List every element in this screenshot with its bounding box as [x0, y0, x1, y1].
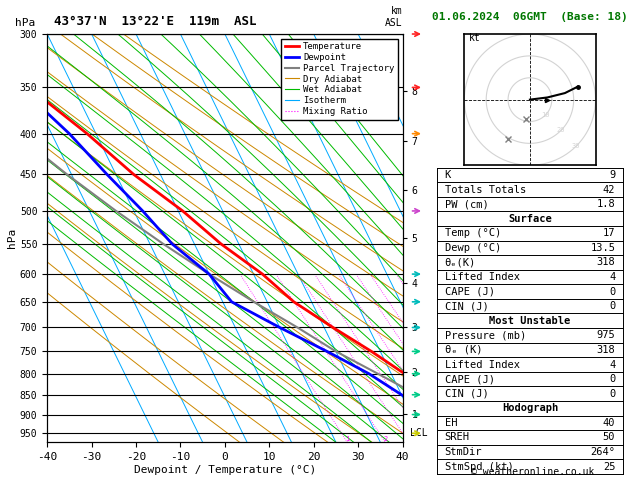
Text: 0: 0 [609, 287, 615, 296]
Text: Most Unstable: Most Unstable [489, 316, 571, 326]
Text: Lifted Index: Lifted Index [445, 360, 520, 369]
Text: CAPE (J): CAPE (J) [445, 287, 494, 296]
Text: PW (cm): PW (cm) [445, 199, 488, 209]
Text: K: K [445, 170, 451, 180]
Text: θₑ(K): θₑ(K) [445, 258, 476, 267]
Text: kt: kt [469, 33, 481, 43]
Text: 43°37'N  13°22'E  119m  ASL: 43°37'N 13°22'E 119m ASL [54, 15, 257, 28]
Text: CIN (J): CIN (J) [445, 301, 488, 311]
Text: Lifted Index: Lifted Index [445, 272, 520, 282]
Text: StmSpd (kt): StmSpd (kt) [445, 462, 513, 471]
Text: CAPE (J): CAPE (J) [445, 374, 494, 384]
Legend: Temperature, Dewpoint, Parcel Trajectory, Dry Adiabat, Wet Adiabat, Isotherm, Mi: Temperature, Dewpoint, Parcel Trajectory… [281, 38, 398, 120]
Text: Pressure (mb): Pressure (mb) [445, 330, 526, 340]
Text: Dewp (°C): Dewp (°C) [445, 243, 501, 253]
Text: 318: 318 [596, 258, 615, 267]
Text: 0: 0 [609, 389, 615, 399]
Text: 4: 4 [609, 272, 615, 282]
Text: © weatheronline.co.uk: © weatheronline.co.uk [471, 467, 595, 477]
Text: 17: 17 [603, 228, 615, 238]
Text: θₑ (K): θₑ (K) [445, 345, 482, 355]
Text: EH: EH [445, 418, 457, 428]
Text: 42: 42 [603, 185, 615, 194]
Text: 01.06.2024  06GMT  (Base: 18): 01.06.2024 06GMT (Base: 18) [432, 12, 628, 22]
Text: 2: 2 [383, 436, 387, 442]
Text: 30: 30 [572, 142, 580, 149]
Text: 0: 0 [609, 374, 615, 384]
Text: Surface: Surface [508, 214, 552, 224]
Text: Temp (°C): Temp (°C) [445, 228, 501, 238]
Text: 9: 9 [609, 170, 615, 180]
Text: StmDir: StmDir [445, 447, 482, 457]
Text: 4: 4 [609, 360, 615, 369]
Text: Hodograph: Hodograph [502, 403, 558, 413]
Text: 20: 20 [556, 127, 565, 133]
Text: km
ASL: km ASL [385, 6, 403, 28]
Text: 1: 1 [345, 436, 350, 442]
Text: 318: 318 [596, 345, 615, 355]
Text: 50: 50 [603, 433, 615, 442]
Text: LCL: LCL [409, 428, 427, 438]
Text: 10: 10 [541, 112, 550, 118]
Text: 13.5: 13.5 [590, 243, 615, 253]
Text: SREH: SREH [445, 433, 470, 442]
Text: 1.8: 1.8 [596, 199, 615, 209]
Text: 264°: 264° [590, 447, 615, 457]
Text: CIN (J): CIN (J) [445, 389, 488, 399]
Text: 0: 0 [609, 301, 615, 311]
Text: hPa: hPa [15, 18, 35, 28]
Text: 25: 25 [603, 462, 615, 471]
X-axis label: Dewpoint / Temperature (°C): Dewpoint / Temperature (°C) [134, 465, 316, 475]
Y-axis label: hPa: hPa [7, 228, 17, 248]
Text: Mixing Ratio (g/kg): Mixing Ratio (g/kg) [452, 187, 460, 289]
Text: Totals Totals: Totals Totals [445, 185, 526, 194]
Text: 975: 975 [596, 330, 615, 340]
Text: 40: 40 [603, 418, 615, 428]
